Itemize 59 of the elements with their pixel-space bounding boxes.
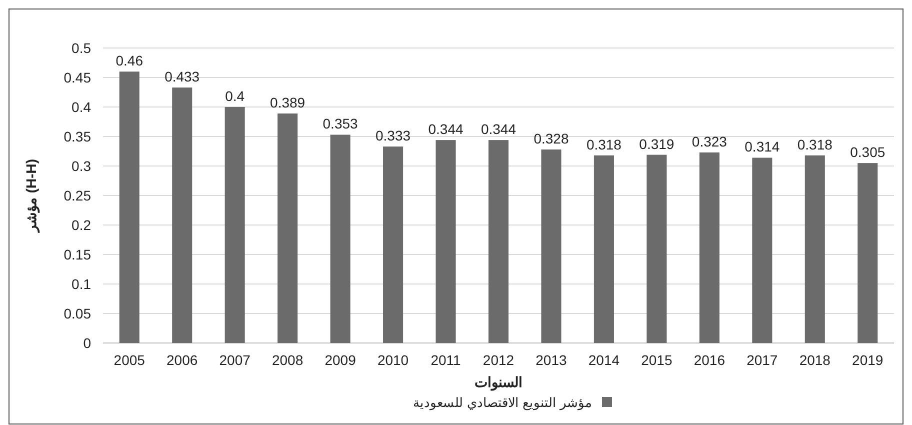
bar — [330, 134, 350, 343]
x-tick-label: 2015 — [641, 352, 672, 368]
data-label: 0.353 — [322, 116, 358, 132]
x-tick-label: 2013 — [536, 352, 568, 368]
data-label: 0.4 — [225, 88, 245, 104]
x-axis-title: السنوات — [474, 374, 522, 391]
x-tick-label: 2012 — [482, 352, 514, 368]
x-tick-label: 2014 — [588, 352, 620, 368]
y-tick-label: 0.1 — [72, 276, 92, 292]
bar — [858, 163, 878, 343]
bar — [224, 107, 245, 343]
data-label: 0.333 — [376, 128, 411, 144]
x-tick-label: 2010 — [377, 352, 409, 368]
bar — [699, 152, 720, 343]
x-tick-label: 2009 — [324, 352, 356, 368]
bar — [541, 149, 562, 343]
y-tick-label: 0.05 — [64, 305, 92, 322]
data-label: 0.344 — [480, 121, 516, 138]
bar — [488, 140, 509, 343]
bar — [119, 72, 140, 343]
bar — [804, 155, 825, 343]
x-tick-label: 2005 — [114, 352, 146, 368]
y-tick-label: 0.45 — [64, 69, 92, 86]
x-tick-label: 2018 — [799, 352, 831, 368]
data-label: 0.323 — [692, 133, 728, 150]
bar — [436, 140, 456, 343]
legend-label: مؤشر التنويع الاقتصادي للسعودية — [413, 395, 592, 411]
data-label: 0.305 — [850, 144, 886, 160]
y-tick-label: 0.25 — [64, 187, 92, 204]
bar — [594, 155, 614, 343]
y-tick-label: 0.15 — [64, 246, 92, 262]
bar — [278, 113, 298, 343]
y-tick-label: 0.5 — [72, 40, 92, 56]
x-tick-label: 2017 — [746, 352, 778, 368]
x-tick-label: 2016 — [694, 352, 726, 368]
data-label: 0.318 — [586, 136, 622, 152]
bar — [646, 154, 667, 343]
y-tick-label: 0 — [83, 334, 92, 351]
data-label: 0.319 — [639, 136, 674, 152]
y-tick-label: 0.35 — [64, 128, 92, 144]
bar — [383, 146, 404, 343]
x-tick-label: 2008 — [272, 352, 304, 368]
x-tick-label: 2011 — [430, 352, 462, 368]
data-label: 0.389 — [270, 94, 306, 110]
y-tick-label: 0.4 — [72, 98, 92, 115]
bar — [752, 158, 772, 343]
data-label: 0.46 — [116, 52, 144, 69]
data-label: 0.314 — [744, 138, 780, 155]
x-tick-label: 2006 — [166, 352, 198, 368]
data-label: 0.433 — [164, 68, 200, 85]
data-label: 0.344 — [428, 121, 464, 138]
y-tick-label: 0.2 — [72, 216, 92, 233]
data-label: 0.328 — [534, 130, 569, 146]
y-axis-title: مؤشر (H-H) — [23, 158, 40, 234]
bar — [172, 88, 192, 343]
x-tick-label: 2007 — [219, 352, 251, 368]
data-label: 0.318 — [797, 136, 833, 152]
y-tick-label: 0.3 — [72, 158, 92, 174]
x-tick-label: 2019 — [852, 352, 884, 368]
